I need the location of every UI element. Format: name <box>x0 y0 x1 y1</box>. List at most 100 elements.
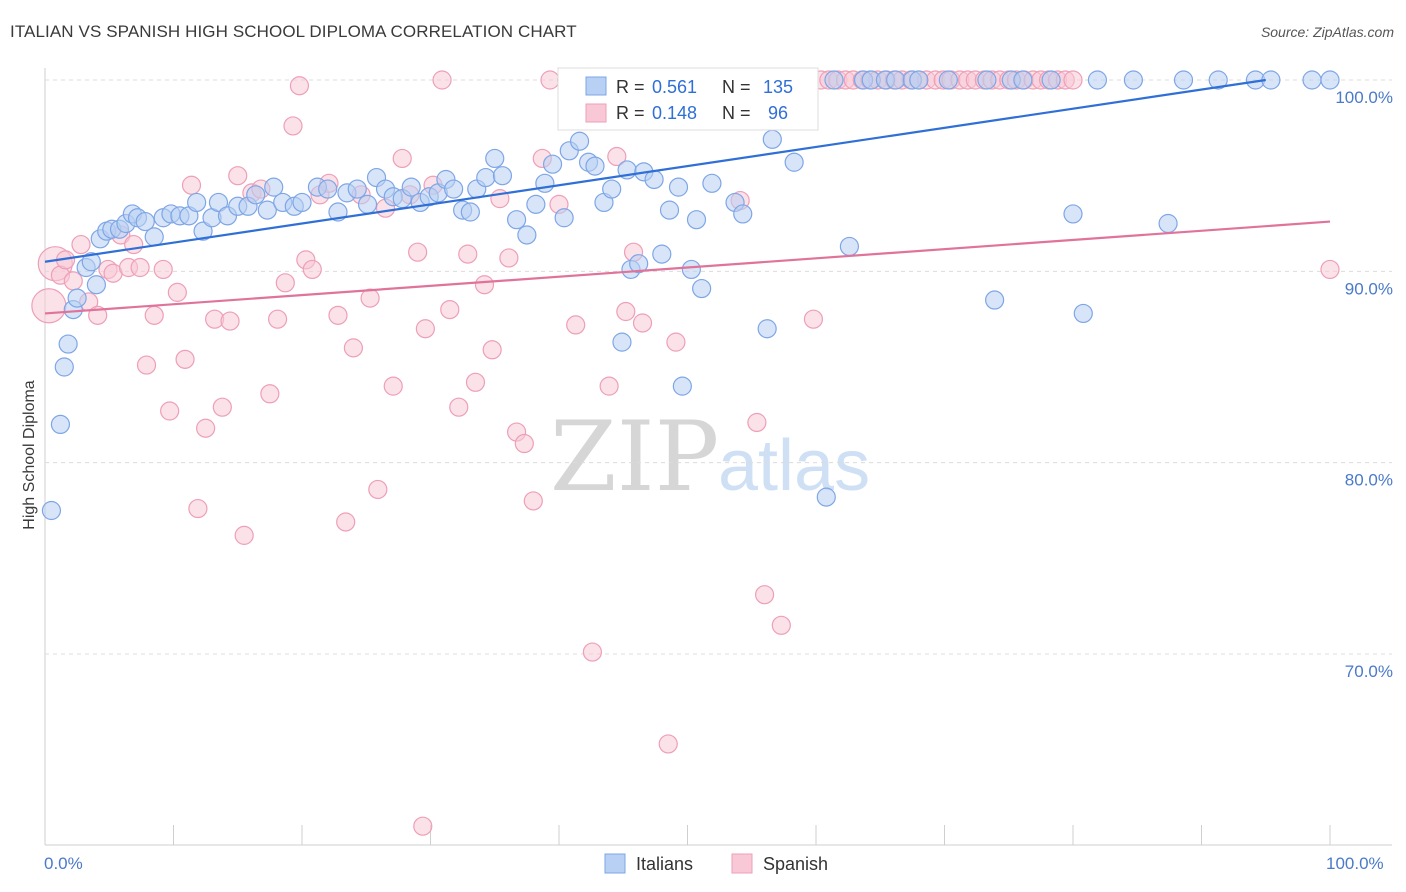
point-italians-68 <box>602 179 622 199</box>
point-italians-58 <box>517 225 537 245</box>
point-spanish-72 <box>599 376 619 396</box>
point-italians-7 <box>81 252 101 272</box>
point-spanish-26 <box>228 166 248 186</box>
point-spanish-21 <box>188 498 208 519</box>
point-spanish-19 <box>175 349 195 369</box>
y-tick-labels: 70.0% 80.0% 90.0% 100.0% <box>1335 88 1393 681</box>
point-italians-107 <box>1063 204 1083 224</box>
point-spanish-79 <box>658 734 678 754</box>
point-spanish-20 <box>181 175 202 195</box>
point-spanish-129 <box>1063 70 1083 90</box>
point-spanish-73 <box>607 146 627 167</box>
point-spanish-93 <box>771 615 791 635</box>
point-italians-29 <box>246 185 266 205</box>
point-spanish-41 <box>343 338 363 358</box>
trend-lines <box>44 78 1331 315</box>
point-italians-1 <box>50 414 71 434</box>
point-italians-50 <box>444 179 464 199</box>
point-spanish-63 <box>523 491 543 511</box>
point-italians-88 <box>762 129 782 149</box>
point-spanish-58 <box>482 340 502 360</box>
point-spanish-17 <box>160 401 180 421</box>
point-spanish-53 <box>440 300 460 320</box>
point-italians-92 <box>816 487 836 507</box>
point-italians-39 <box>347 179 367 199</box>
point-italians-52 <box>460 202 480 222</box>
watermark-zip: ZIP <box>550 401 719 513</box>
point-spanish-54 <box>449 397 469 417</box>
y-tick-label-80: 80.0% <box>1345 471 1393 490</box>
point-italians-8 <box>86 275 107 295</box>
point-spanish-47 <box>392 148 412 169</box>
point-spanish-80 <box>666 332 686 352</box>
legend-label-spanish: Spanish <box>763 854 828 874</box>
stats-r-label-italians: R = <box>616 77 645 97</box>
stats-n-label-spanish: N = <box>722 103 751 123</box>
point-italians-16 <box>135 211 155 232</box>
point-spanish-36 <box>302 259 322 280</box>
point-italians-106 <box>1041 70 1061 90</box>
gridlines <box>45 79 1392 655</box>
point-italians-77 <box>668 177 689 197</box>
point-spanish-31 <box>267 309 288 329</box>
point-italians-30 <box>257 200 277 220</box>
point-spanish-49 <box>408 242 428 262</box>
point-spanish-13 <box>130 257 150 278</box>
point-spanish-90 <box>747 412 767 433</box>
point-spanish-130 <box>1320 259 1340 280</box>
y-tick-label-90: 90.0% <box>1345 279 1393 298</box>
point-italians-54 <box>476 167 496 188</box>
point-italians-74 <box>644 169 664 190</box>
point-italians-45 <box>401 177 421 197</box>
point-spanish-68 <box>566 315 586 335</box>
point-italians-80 <box>686 210 707 230</box>
point-italians-84 <box>733 204 753 224</box>
point-italians-87 <box>757 319 777 339</box>
point-spanish-97 <box>803 309 824 329</box>
point-italians-78 <box>672 376 692 396</box>
point-spanish-24 <box>212 397 232 417</box>
point-italians-100 <box>909 70 929 90</box>
point-spanish-25 <box>220 311 240 331</box>
point-italians-102 <box>977 70 997 90</box>
point-spanish-32 <box>275 273 295 293</box>
legend: Italians Spanish <box>604 853 828 874</box>
point-italians-36 <box>318 179 338 199</box>
point-spanish-52 <box>432 70 452 90</box>
chart-source: Source: ZipAtlas.com <box>1260 24 1394 40</box>
point-spanish-34 <box>289 76 310 96</box>
point-italians-76 <box>659 200 680 220</box>
point-italians-2 <box>54 357 74 377</box>
x-tick-label-min: 0.0% <box>44 854 83 873</box>
x-axis-ticks <box>44 825 1331 845</box>
point-italians-3 <box>58 334 78 354</box>
point-italians-111 <box>1158 213 1178 234</box>
point-italians-110 <box>1123 70 1143 90</box>
point-italians-103 <box>985 290 1005 310</box>
point-spanish-131 <box>413 816 433 836</box>
point-spanish-76 <box>632 313 653 333</box>
point-italians-101 <box>938 70 958 90</box>
point-italians-56 <box>492 166 513 186</box>
point-italians-98 <box>886 70 906 90</box>
watermark-atlas: atlas <box>718 426 870 506</box>
stats-box: R = 0.561 N = 135 R = 0.148 N = 96 <box>557 67 819 131</box>
point-spanish-27 <box>234 525 254 545</box>
point-italians-112 <box>1173 70 1194 90</box>
legend-label-italians: Italians <box>636 854 693 874</box>
stats-r-label-spanish: R = <box>616 103 645 123</box>
point-spanish-30 <box>260 384 280 404</box>
point-italians-81 <box>692 278 712 299</box>
stats-r-value-italians: 0.561 <box>652 77 697 97</box>
point-spanish-5 <box>71 234 91 255</box>
point-spanish-22 <box>196 418 216 438</box>
point-spanish-15 <box>144 305 164 325</box>
point-spanish-43 <box>360 288 380 308</box>
point-italians-116 <box>1302 70 1322 90</box>
point-italians-17 <box>144 227 164 247</box>
point-italians-113 <box>1208 70 1228 90</box>
point-italians-109 <box>1087 70 1108 90</box>
point-italians-60 <box>535 173 555 193</box>
point-spanish-74 <box>616 301 636 322</box>
stats-swatch-italians <box>585 76 607 96</box>
